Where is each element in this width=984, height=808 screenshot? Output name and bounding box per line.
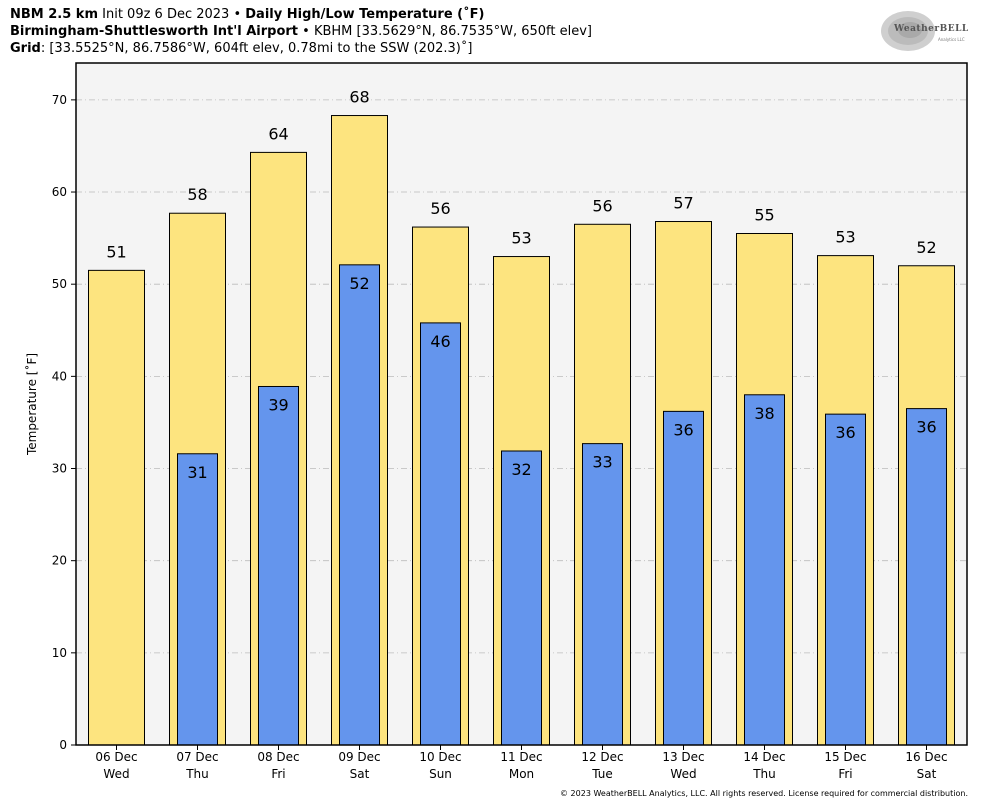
x-tick-day: Thu [752, 767, 776, 781]
low-temp-bar [501, 450, 542, 746]
header-line-2: Birmingham-Shuttlesworth Int'l Airport •… [10, 23, 592, 40]
grid-info: : [33.5525°N, 86.7586°W, 604ft elev, 0.7… [40, 41, 473, 56]
x-tick-day: Sat [350, 767, 370, 781]
x-tick-day: Sun [429, 767, 452, 781]
x-tick-day: Fri [838, 767, 852, 781]
x-tick-date: 16 Dec [905, 750, 947, 764]
y-tick-label: 70 [52, 93, 67, 107]
x-tick-day: Thu [185, 767, 209, 781]
low-temp-label: 32 [511, 460, 531, 479]
weatherbell-logo: WeatherBELL Analytics LLC [878, 6, 970, 56]
y-tick-label: 30 [52, 462, 67, 476]
high-temp-label: 53 [511, 229, 531, 248]
x-tick-day: Wed [103, 767, 129, 781]
header-line-1: NBM 2.5 km Init 09z 6 Dec 2023 • Daily H… [10, 6, 592, 23]
x-tick-date: 14 Dec [743, 750, 785, 764]
high-temp-label: 58 [187, 185, 207, 204]
low-temp-bar [420, 322, 461, 746]
x-tick-day: Wed [670, 767, 696, 781]
x-tick-date: 13 Dec [662, 750, 704, 764]
high-temp-label: 56 [430, 199, 450, 218]
low-temp-bar [663, 410, 704, 746]
high-temp-bar [88, 269, 145, 746]
low-temp-label: 33 [592, 453, 612, 472]
y-axis: 0 10 20 30 40 50 60 70 [52, 93, 76, 752]
high-temp-label: 55 [754, 206, 774, 225]
low-temp-label: 39 [268, 395, 288, 414]
x-tick-date: 06 Dec [95, 750, 137, 764]
x-tick-day: Fri [271, 767, 285, 781]
low-temp-label: 46 [430, 332, 450, 351]
chart-title: Daily High/Low Temperature (˚F) [245, 7, 485, 22]
grid-label: Grid [10, 41, 41, 56]
low-temp-label: 36 [835, 423, 855, 442]
y-tick-label: 10 [52, 646, 67, 660]
x-tick-day: Tue [591, 767, 613, 781]
bars [88, 115, 955, 746]
y-tick-label: 40 [52, 369, 67, 383]
low-temp-label: 36 [916, 418, 936, 437]
low-temp-bar [339, 264, 380, 746]
x-tick-date: 15 Dec [824, 750, 866, 764]
logo-subtext: Analytics LLC [938, 37, 965, 42]
high-temp-label: 57 [673, 194, 693, 213]
y-tick-label: 20 [52, 554, 67, 568]
y-axis-label: Temperature [˚F] [24, 353, 39, 456]
x-tick-date: 09 Dec [338, 750, 380, 764]
low-temp-label: 31 [187, 463, 207, 482]
x-tick-date: 08 Dec [257, 750, 299, 764]
low-temp-bar [906, 408, 947, 746]
low-temp-bar [177, 453, 218, 746]
chart-header: NBM 2.5 km Init 09z 6 Dec 2023 • Daily H… [10, 6, 592, 57]
value-labels: 51 58 31 64 39 68 52 56 46 53 32 56 33 57 36 55 38 53 36 52… [106, 88, 936, 482]
low-temp-bar [825, 413, 866, 746]
model-name: NBM 2.5 km [10, 7, 98, 22]
low-temp-label: 36 [673, 420, 693, 439]
y-tick-label: 60 [52, 185, 67, 199]
high-temp-label: 51 [106, 242, 126, 261]
high-temp-label: 68 [349, 88, 369, 107]
copyright-footer: © 2023 WeatherBELL Analytics, LLC. All r… [560, 789, 968, 798]
low-temp-label: 52 [349, 274, 369, 293]
low-temp-label: 38 [754, 404, 774, 423]
x-tick-date: 07 Dec [176, 750, 218, 764]
y-tick-label: 0 [59, 738, 67, 752]
high-temp-label: 52 [916, 238, 936, 257]
high-temp-label: 53 [835, 228, 855, 247]
high-temp-label: 64 [268, 124, 288, 143]
low-temp-bar [582, 443, 623, 746]
x-tick-day: Mon [509, 767, 534, 781]
header-line-3: Grid: [33.5525°N, 86.7586°W, 604ft elev,… [10, 40, 592, 57]
low-temp-bar [744, 394, 785, 746]
init-time: Init 09z 6 Dec 2023 • [98, 7, 246, 22]
high-temp-label: 56 [592, 196, 612, 215]
low-temp-bar [258, 385, 299, 746]
x-tick-day: Sat [917, 767, 937, 781]
station-name: Birmingham-Shuttlesworth Int'l Airport [10, 24, 299, 39]
logo-text: WeatherBELL [894, 24, 969, 34]
x-axis: 06 Dec Wed 07 Dec Thu 08 Dec Fri 09 Dec Sat 10 D… [95, 745, 948, 781]
y-tick-label: 50 [52, 277, 67, 291]
logo-swirl-icon [881, 11, 935, 51]
x-tick-date: 12 Dec [581, 750, 623, 764]
station-info: • KBHM [33.5629°N, 86.7535°W, 650ft elev… [298, 24, 592, 39]
x-tick-date: 11 Dec [500, 750, 542, 764]
x-tick-date: 10 Dec [419, 750, 461, 764]
